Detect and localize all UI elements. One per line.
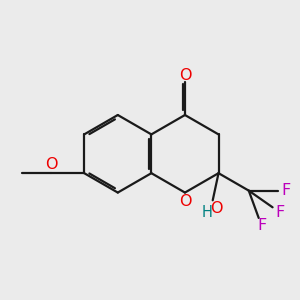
Text: O: O [179,68,191,82]
Text: F: F [275,205,284,220]
Text: O: O [45,157,58,172]
Text: O: O [210,201,223,216]
Text: H: H [202,205,212,220]
Text: O: O [179,194,191,208]
Text: F: F [282,183,291,198]
Text: F: F [257,218,266,233]
